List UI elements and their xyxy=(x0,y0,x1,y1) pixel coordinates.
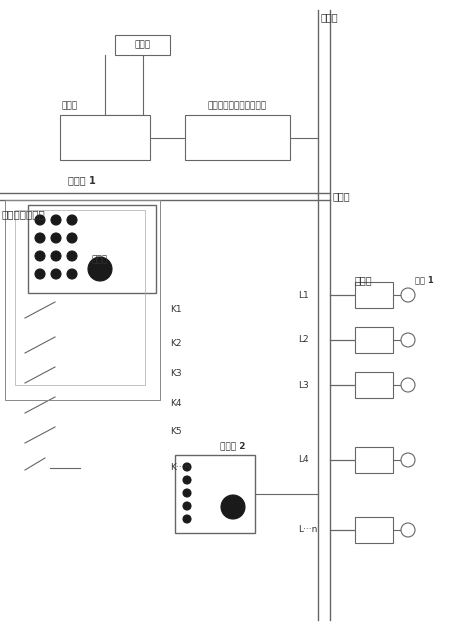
Bar xyxy=(355,327,393,353)
Text: 控制端 2: 控制端 2 xyxy=(220,441,245,450)
Circle shape xyxy=(88,257,112,281)
Circle shape xyxy=(183,515,191,523)
Circle shape xyxy=(183,489,191,497)
Text: K5: K5 xyxy=(170,428,181,436)
Text: 公共端: 公共端 xyxy=(92,255,108,264)
Text: 负载 1: 负载 1 xyxy=(415,275,434,285)
Text: K3: K3 xyxy=(170,369,181,377)
Bar xyxy=(355,517,393,543)
Text: 因特网: 因特网 xyxy=(134,41,150,50)
Text: L1: L1 xyxy=(298,290,309,300)
Bar xyxy=(28,205,156,293)
Circle shape xyxy=(183,502,191,510)
Text: L4: L4 xyxy=(298,455,308,465)
Bar xyxy=(5,200,160,400)
Text: K···n: K···n xyxy=(170,463,190,473)
Circle shape xyxy=(401,523,415,537)
Circle shape xyxy=(67,251,77,261)
Circle shape xyxy=(221,495,245,519)
Bar xyxy=(115,35,170,55)
Circle shape xyxy=(401,453,415,467)
Text: 开关信号接收点: 开关信号接收点 xyxy=(2,209,46,219)
Circle shape xyxy=(35,215,45,225)
Text: 路由器: 路由器 xyxy=(62,101,78,110)
Text: L3: L3 xyxy=(298,381,309,389)
Circle shape xyxy=(183,463,191,471)
Text: L2: L2 xyxy=(298,335,308,344)
Circle shape xyxy=(67,215,77,225)
Text: K1: K1 xyxy=(170,305,181,315)
Text: K2: K2 xyxy=(170,339,181,347)
Circle shape xyxy=(401,333,415,347)
Bar xyxy=(60,115,150,160)
Circle shape xyxy=(35,233,45,243)
Circle shape xyxy=(51,215,61,225)
Text: 电力线: 电力线 xyxy=(333,191,351,201)
Circle shape xyxy=(51,233,61,243)
Circle shape xyxy=(35,269,45,279)
Bar xyxy=(175,455,255,533)
Text: L···n: L···n xyxy=(298,525,317,534)
Text: 电力线: 电力线 xyxy=(321,12,339,22)
Bar xyxy=(185,115,290,160)
Bar xyxy=(355,372,393,398)
Circle shape xyxy=(401,378,415,392)
Bar xyxy=(15,210,145,385)
Circle shape xyxy=(67,233,77,243)
Text: K4: K4 xyxy=(170,399,181,408)
Circle shape xyxy=(35,251,45,261)
Text: 受控端: 受控端 xyxy=(355,275,372,285)
Circle shape xyxy=(401,288,415,302)
Bar xyxy=(355,282,393,308)
Circle shape xyxy=(51,269,61,279)
Text: 控制端 1: 控制端 1 xyxy=(68,175,96,185)
Text: 电力载皮物联网控制系统: 电力载皮物联网控制系统 xyxy=(208,101,267,110)
Circle shape xyxy=(183,476,191,484)
Circle shape xyxy=(51,251,61,261)
Bar xyxy=(355,447,393,473)
Circle shape xyxy=(67,269,77,279)
